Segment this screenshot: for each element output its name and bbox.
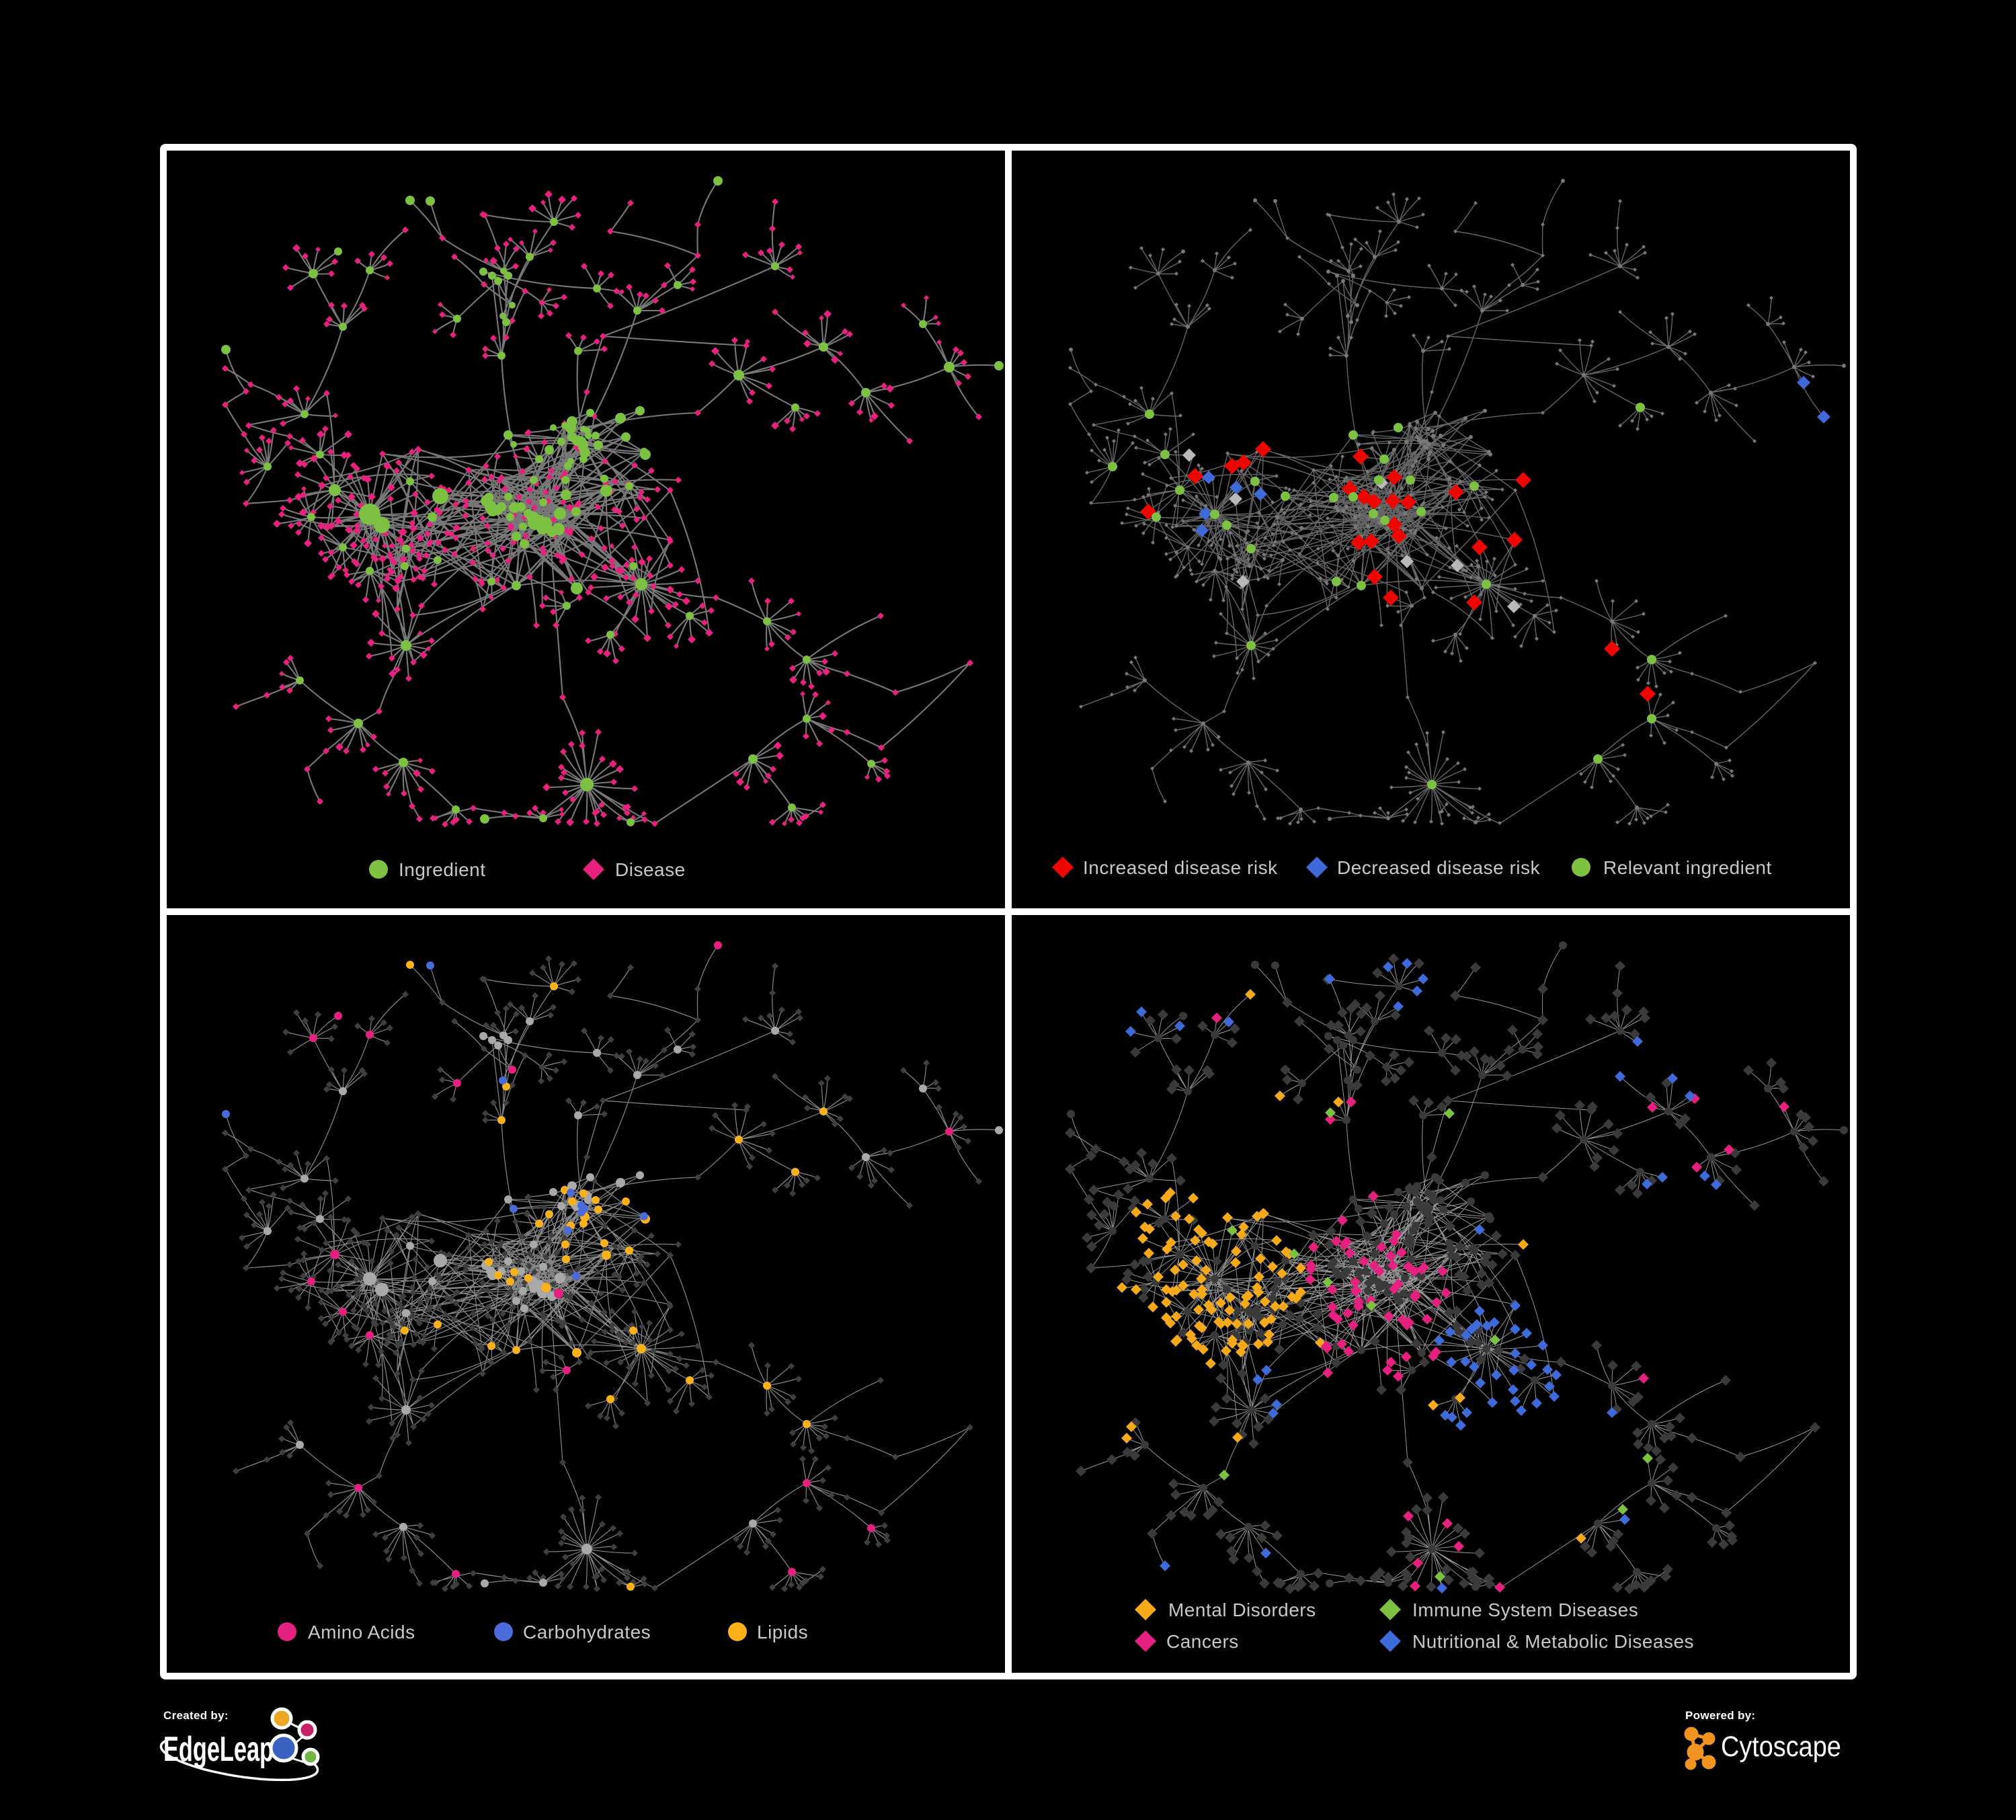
svg-text:Relevant ingredient: Relevant ingredient (1603, 857, 1772, 878)
svg-text:Cancers: Cancers (1166, 1631, 1239, 1652)
svg-text:Mental Disorders: Mental Disorders (1168, 1599, 1316, 1620)
svg-text:Nutritional & Metabolic Diseas: Nutritional & Metabolic Diseases (1412, 1631, 1694, 1652)
svg-text:Disease: Disease (615, 859, 686, 880)
svg-text:Decreased disease risk: Decreased disease risk (1337, 857, 1541, 878)
svg-text:Immune System Diseases: Immune System Diseases (1412, 1599, 1638, 1620)
svg-text:Amino Acids: Amino Acids (308, 1622, 415, 1643)
svg-text:Lipids: Lipids (757, 1622, 808, 1643)
svg-text:Increased disease risk: Increased disease risk (1083, 857, 1278, 878)
svg-text:Carbohydrates: Carbohydrates (523, 1622, 651, 1643)
svg-text:Ingredient: Ingredient (399, 859, 486, 880)
